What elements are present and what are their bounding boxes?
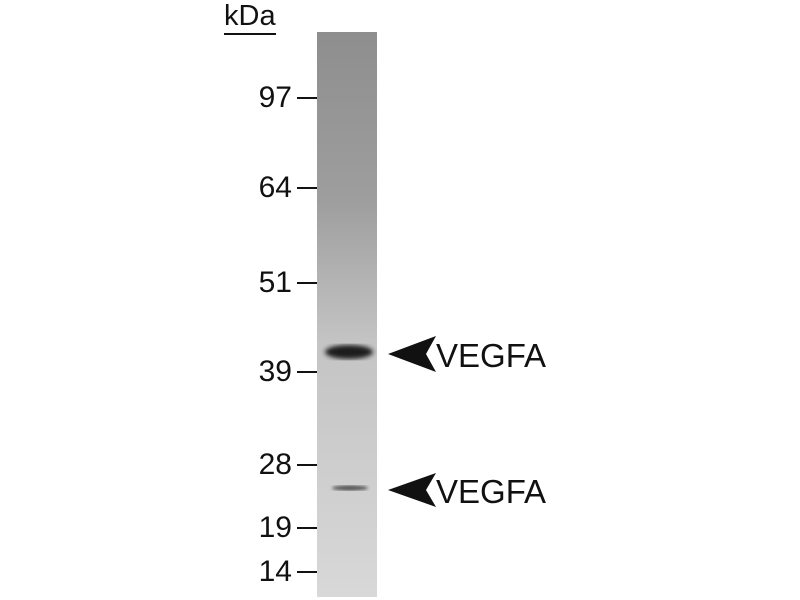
band-label-lower: VEGFA (436, 473, 547, 510)
gel-lane (317, 32, 377, 597)
unit-label: kDa (224, 0, 276, 35)
marker-label-51: 51 (258, 266, 292, 299)
marker-label-14: 14 (258, 555, 292, 588)
band-label-upper: VEGFA (436, 337, 547, 374)
marker-label-39: 39 (258, 355, 292, 388)
marker-label-64: 64 (258, 171, 292, 204)
left-arrowhead-icon (388, 336, 436, 372)
left-arrowhead-icon (388, 473, 436, 507)
marker-label-19: 19 (258, 511, 292, 544)
marker-label-97: 97 (258, 81, 292, 114)
marker-label-28: 28 (258, 448, 292, 481)
band-lower (332, 485, 368, 491)
band-upper (325, 345, 373, 359)
